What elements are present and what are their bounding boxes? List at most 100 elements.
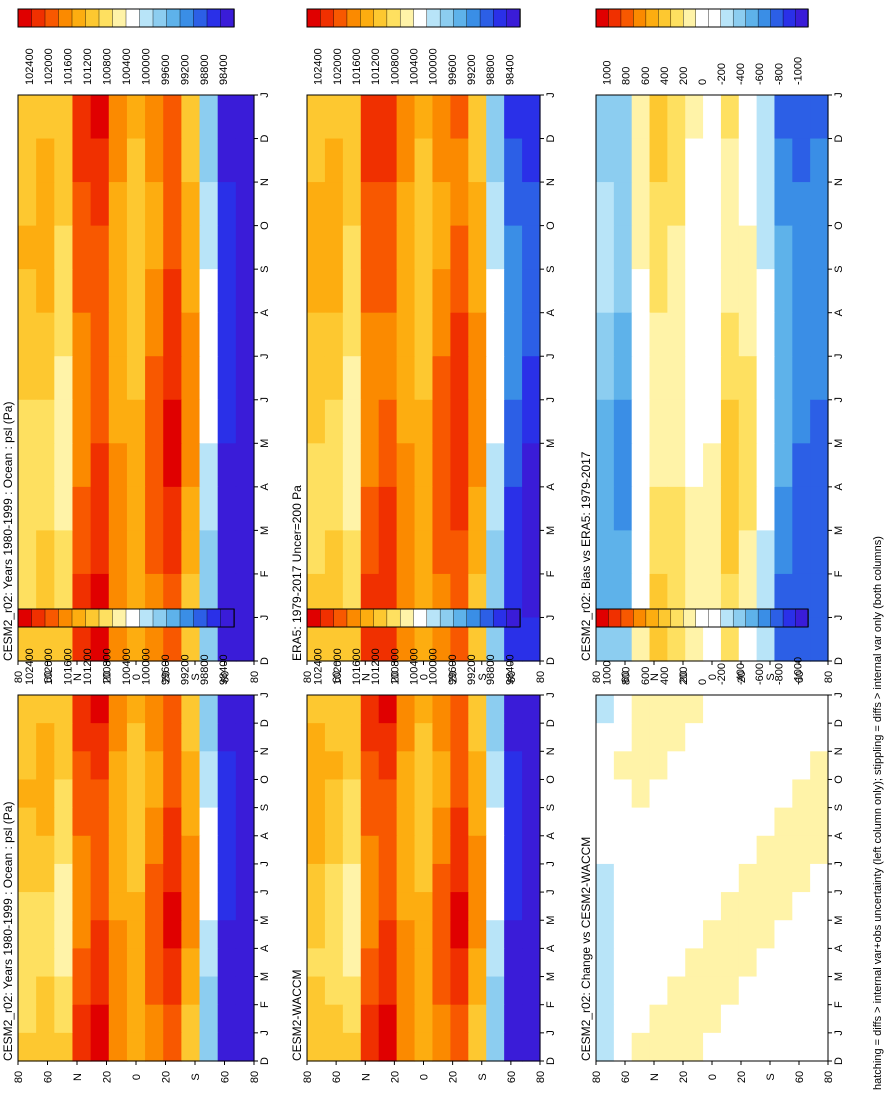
colorbar-swatch [658,8,672,28]
heatmap-cell [181,948,201,978]
heatmap-cell [307,356,326,401]
heatmap-cell [396,920,416,949]
heatmap-cell [649,486,668,531]
heatmap-cell [450,573,469,619]
heatmap-cell [432,182,451,227]
heatmap-cell [486,182,505,227]
heatmap-cell [18,617,37,662]
heatmap-cell [810,751,829,781]
colorbar-label: 98800 [199,654,211,685]
heatmap-cell [72,138,92,183]
colorbar-swatch [795,8,809,28]
heatmap-cell [720,863,740,893]
heatmap-cell [685,1032,704,1062]
heatmap-cell [36,751,55,781]
heatmap-cell [396,835,416,865]
heatmap-cell [667,225,686,270]
heatmap-cell [774,269,793,314]
heatmap-cell [810,573,829,619]
heatmap-cell [738,920,758,949]
heatmap-cell [685,138,704,183]
heatmap-cell [217,695,237,724]
colorbar-label: 0 [697,79,709,85]
heatmap-cell [450,863,469,893]
heatmap-cell [649,976,668,1006]
heatmap-cell [217,807,237,837]
heatmap-cell [486,695,505,724]
heatmap-cell [163,835,182,865]
heatmap-cell [468,530,487,575]
heatmap-cell [217,779,237,809]
heatmap-cell [72,225,92,270]
heatmap-cell [307,1032,326,1062]
heatmap-cell [613,751,633,781]
heatmap-cell [90,892,110,921]
heatmap-cell [36,835,55,865]
heatmap-cell [342,920,362,949]
heatmap-cell [685,807,704,837]
heatmap-cell [486,1004,505,1034]
colorbar-swatch [695,608,709,628]
heatmap-cell [504,443,523,488]
heatmap-cell [522,486,541,531]
heatmap-cell [649,779,668,809]
heatmap-cell [145,920,164,949]
month-tick-label: M [833,972,845,981]
heatmap-cell [450,1004,469,1034]
colorbar-label: 98800 [199,54,211,85]
colorbar-swatch [708,608,722,628]
heatmap-cell [36,399,55,444]
heatmap-cell [54,486,74,531]
heatmap-cell [810,530,829,575]
heatmap-cell [649,617,668,662]
heatmap-cell [72,443,92,488]
heatmap-cell [126,807,146,837]
heatmap-cell [307,976,326,1006]
heatmap-cell [613,779,633,809]
heatmap-cell [667,95,686,140]
heatmap-cell [360,948,380,978]
heatmap-cell [324,573,344,619]
heatmap-cell [774,443,793,488]
heatmap-cell [54,863,74,893]
lat-tick-label: N [72,1073,84,1081]
heatmap-cell [342,835,362,865]
heatmap-cell [145,1004,164,1034]
heatmap-cell [378,695,398,724]
heatmap-cell [378,920,398,949]
heatmap-cell [792,835,811,865]
heatmap-cell [738,356,758,401]
heatmap-cell [738,779,758,809]
heatmap-cell [613,892,633,921]
heatmap-cell [504,399,523,444]
heatmap-cell [324,835,344,865]
colorbar-label: 99200 [466,654,478,685]
heatmap-cell [360,530,380,575]
heatmap-cell [468,948,487,978]
heatmap-cell [108,807,128,837]
heatmap-cell [504,356,523,401]
heatmap-cell [667,573,686,619]
heatmap-cell [126,863,146,893]
heatmap-cell [667,486,686,531]
heatmap-cell [145,617,164,662]
heatmap-cell [685,530,704,575]
heatmap-cell [774,723,793,752]
heatmap-cell [631,486,651,531]
heatmap-cell [324,312,344,357]
heatmap-cell [486,399,505,444]
heatmap-cell [738,976,758,1006]
heatmap-cell [667,138,686,183]
heatmap-cell [631,530,651,575]
heatmap-cell [163,807,182,837]
heatmap-cell [396,356,416,401]
heatmap-cell [90,807,110,837]
colorbar-swatch [732,8,747,28]
heatmap-cell [145,530,164,575]
heatmap-cell [774,95,793,140]
colorbar-label: 100000 [140,48,152,85]
heatmap-cell [199,779,219,809]
heatmap-cell [72,948,92,978]
heatmap-cell [596,948,615,978]
heatmap-cell [631,617,651,662]
